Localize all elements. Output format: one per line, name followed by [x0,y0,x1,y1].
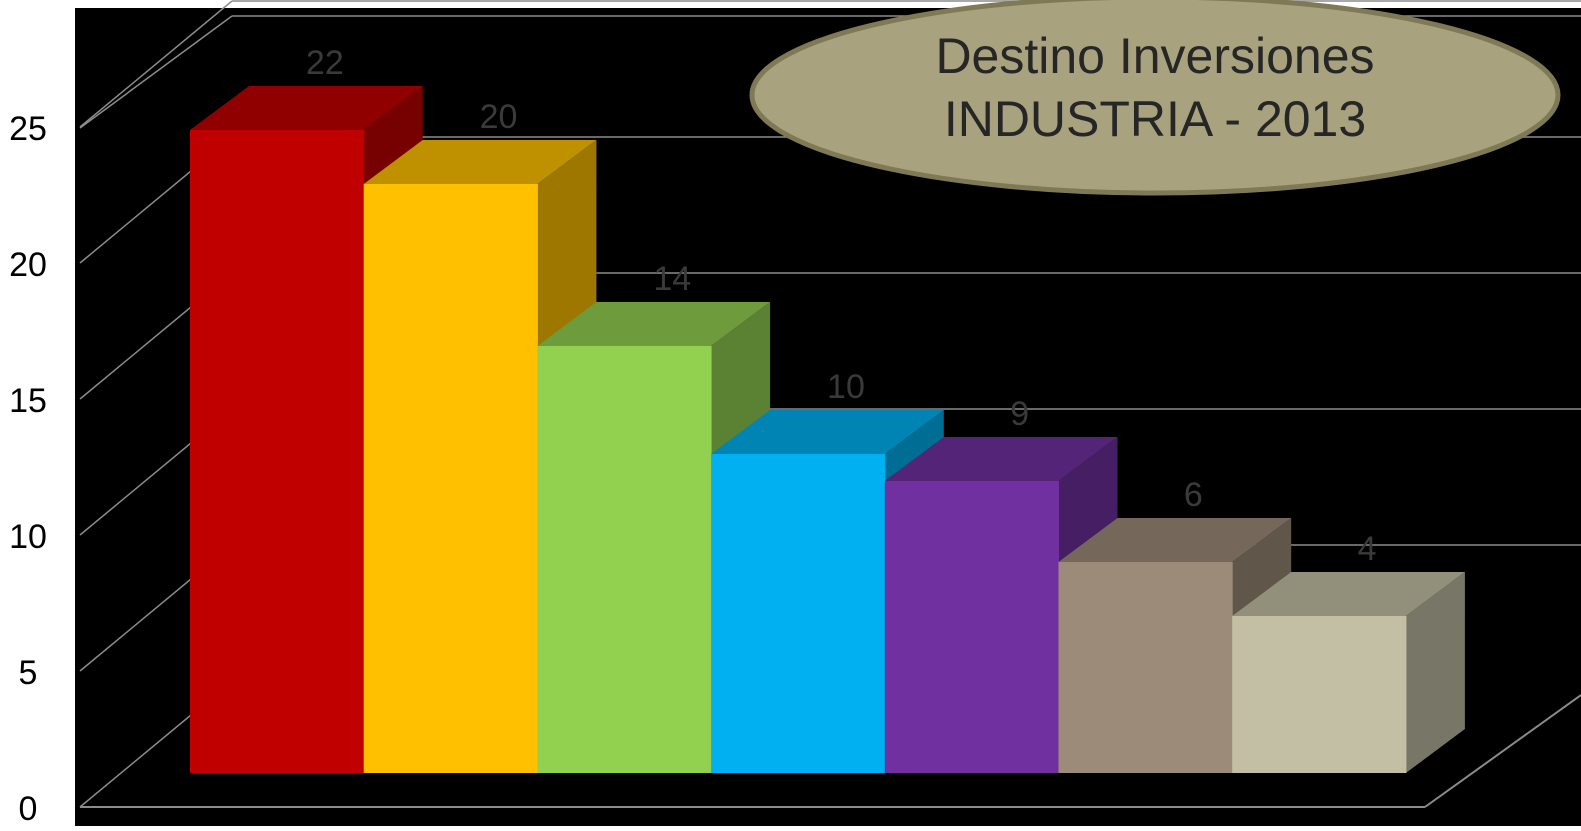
data-label: 14 [653,260,691,298]
bar-front-face [1232,616,1407,773]
bar-front-face [363,184,538,773]
title-ellipse [749,0,1561,196]
bars [190,86,1465,773]
data-labels: 22 20 14 10 9 6 4 [306,44,1377,568]
data-label: 9 [1010,395,1029,433]
bar-top-face [537,302,771,346]
bar-top-face [1232,572,1465,616]
chart-title-badge: Destino Inversiones INDUSTRIA - 2013 [749,0,1561,196]
y-tick-label: 20 [9,246,47,284]
bar-top-face [1058,518,1292,562]
bar-front-face [537,346,712,773]
y-tick-label: 10 [9,518,47,556]
data-label: 6 [1184,476,1203,514]
y-tick-label: 25 [9,110,47,148]
gridline-diagonal [79,15,233,129]
bar [1232,572,1465,773]
bar-top-face [363,140,597,184]
y-tick-label: 15 [9,382,47,420]
y-tick-label: 5 [19,654,38,692]
data-label: 22 [306,44,344,82]
data-label: 4 [1358,530,1377,568]
data-label: 10 [827,368,865,406]
bar-top-face [190,86,423,130]
chart-title-line-2: INDUSTRIA - 2013 [944,91,1366,147]
bar-top-face [711,410,944,454]
bar-front-face [190,130,365,773]
y-axis-ticks: 0 5 10 15 20 25 [9,110,47,828]
bar-front-face [711,454,886,773]
chart-title-line-1: Destino Inversiones [935,28,1374,84]
data-label: 20 [480,98,518,136]
gridline-diagonal [79,0,233,128]
bar-side-face [1405,572,1465,773]
y-tick-label: 0 [19,790,38,826]
floor-right-edge [1424,694,1581,808]
bar-front-face [884,481,1059,773]
bar-front-face [1058,562,1233,773]
bar-top-face [884,437,1118,481]
